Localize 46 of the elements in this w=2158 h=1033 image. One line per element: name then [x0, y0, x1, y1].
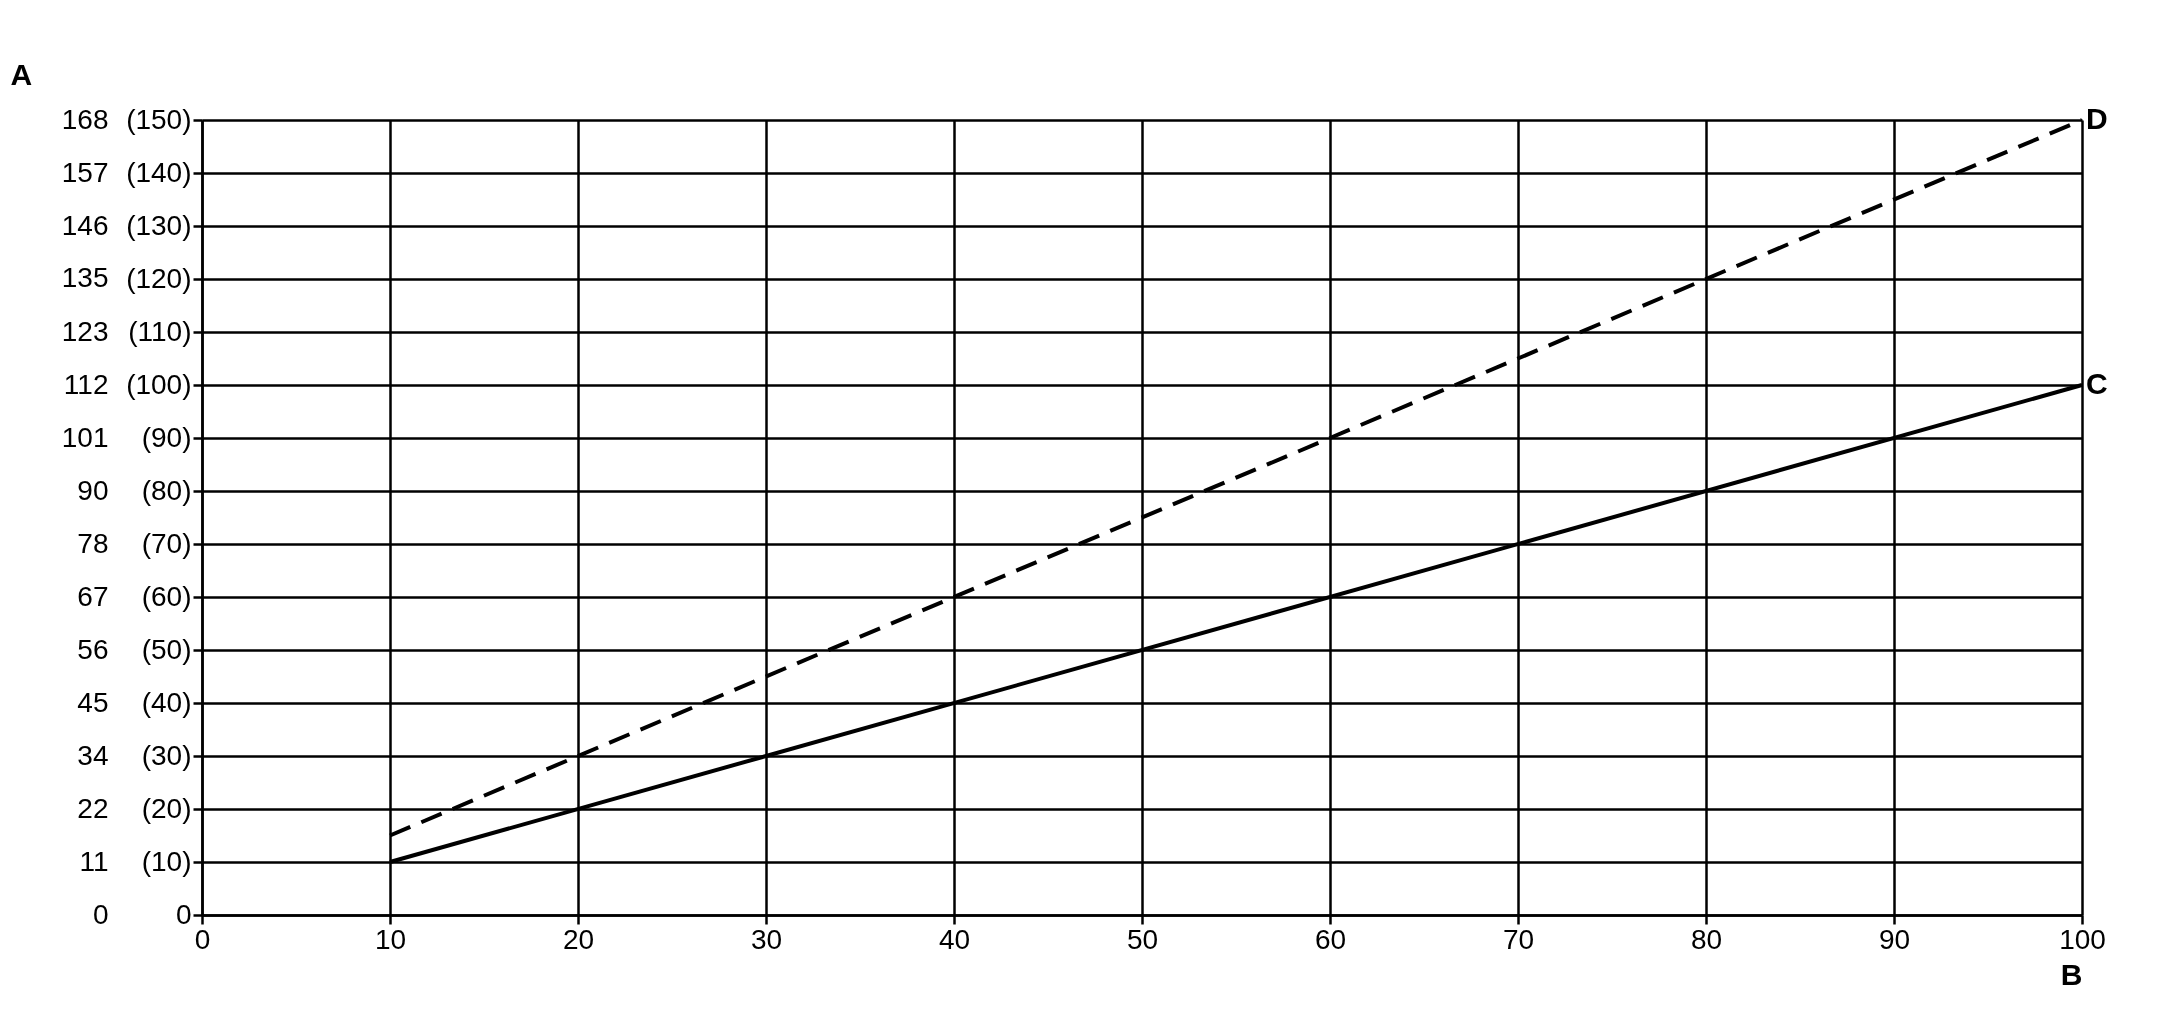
- series-label: C: [2086, 367, 2108, 400]
- y2-tick-label: 135: [61, 261, 109, 293]
- y2-tick-label: 78: [77, 527, 109, 559]
- y-tick-label: (10): [141, 845, 192, 877]
- y-tick-label: (90): [141, 421, 192, 453]
- x-axis-title: B: [2060, 957, 2083, 991]
- x-tick-label: 90: [1878, 923, 1911, 955]
- x-tick-label: 60: [1314, 923, 1347, 955]
- y-tick-label: (40): [141, 686, 192, 718]
- series-label: D: [2086, 102, 2108, 135]
- y2-tick-label: 168: [61, 103, 109, 135]
- y-tick-label: (20): [141, 792, 192, 824]
- x-tick-label: 70: [1502, 923, 1535, 955]
- y2-tick-label: 45: [77, 686, 109, 718]
- y2-tick-label: 123: [61, 315, 109, 347]
- y2-tick-label: 101: [61, 421, 109, 453]
- y2-tick-label: 22: [77, 792, 109, 824]
- y2-tick-label: 146: [61, 209, 109, 241]
- x-tick-label: 30: [750, 923, 783, 955]
- y2-tick-label: 90: [77, 474, 109, 506]
- y2-tick-label: 11: [79, 845, 109, 877]
- y-tick-label: (130): [126, 209, 192, 241]
- y-tick-label: (140): [126, 156, 192, 188]
- y2-tick-label: 56: [77, 633, 109, 665]
- y-tick-label: (110): [128, 315, 192, 347]
- x-tick-label: 10: [374, 923, 407, 955]
- y-tick-label: (30): [141, 739, 192, 771]
- y-tick-label: 0: [175, 898, 192, 930]
- y-tick-label: (150): [126, 103, 192, 135]
- x-tick-label: 50: [1126, 923, 1159, 955]
- y2-axis-title: A: [10, 57, 33, 91]
- x-tick-label: 20: [562, 923, 595, 955]
- y2-tick-label: 0: [92, 898, 109, 930]
- y-tick-label: (50): [141, 633, 192, 665]
- x-tick-label: 80: [1690, 923, 1723, 955]
- y-tick-label: (60): [141, 580, 192, 612]
- y-tick-label: (120): [126, 262, 192, 294]
- x-tick-label: 40: [938, 923, 971, 955]
- y-tick-label: (80): [141, 474, 192, 506]
- y2-tick-label: 157: [61, 156, 109, 188]
- y2-tick-label: 67: [77, 580, 109, 612]
- y2-tick-label: 112: [63, 368, 109, 400]
- x-tick-label: 100: [2059, 923, 2106, 955]
- y-tick-label: (70): [141, 527, 192, 559]
- y-tick-label: (100): [126, 368, 192, 400]
- y2-tick-label: 34: [77, 739, 109, 771]
